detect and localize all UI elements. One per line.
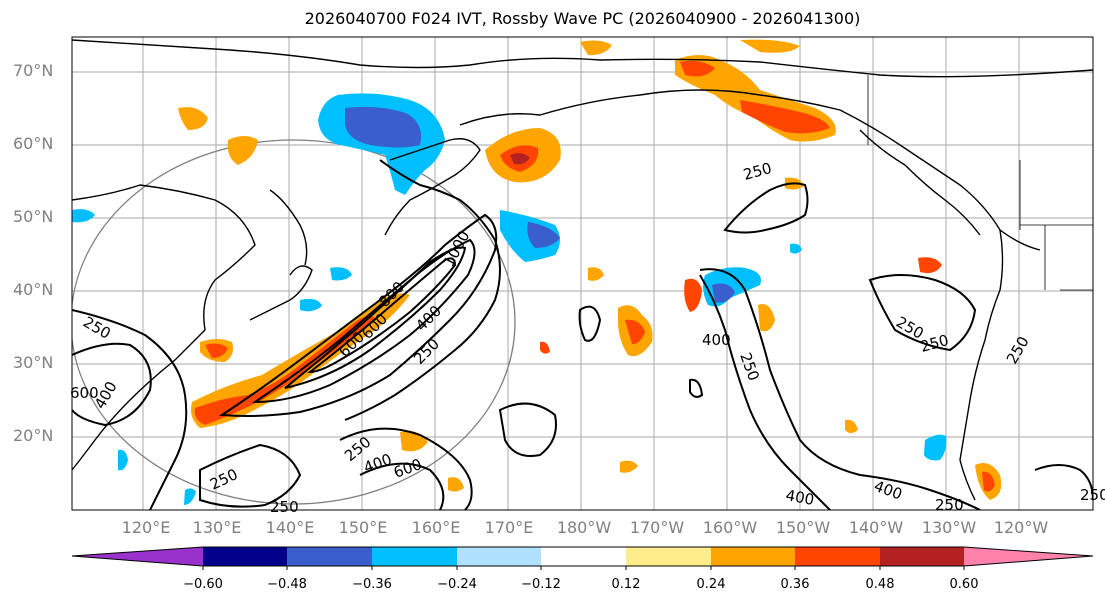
contour-label: 250 — [270, 498, 299, 516]
colorbar-bin — [626, 547, 711, 566]
colorbar-tick-label: 0.60 — [949, 577, 979, 592]
colorbar-tick-label: 0.36 — [780, 577, 810, 592]
contour-label: 250 — [80, 313, 114, 343]
ivt-contours — [72, 159, 1093, 510]
colorbar-bin — [711, 547, 795, 566]
longitude-label: 140°E — [265, 518, 315, 537]
longitude-label: 130°E — [192, 518, 242, 537]
longitude-label: 160°W — [702, 518, 758, 537]
map-title: 2026040700 F024 IVT, Rossby Wave PC (202… — [304, 9, 861, 28]
latitude-label: 60°N — [13, 134, 54, 153]
longitude-label: 150°E — [338, 518, 388, 537]
longitude-label: 140°W — [848, 518, 904, 537]
longitude-label: 120°W — [993, 518, 1049, 537]
colorbar-bin — [880, 547, 964, 566]
colorbar-bin — [203, 547, 287, 566]
contour-label: 250 — [736, 350, 763, 383]
graticule — [72, 37, 1093, 510]
colorbar-tick-label: −0.36 — [352, 577, 392, 592]
contour-label: 250 — [741, 159, 773, 184]
colorbar-bin — [372, 547, 457, 566]
longitude-label: 170°W — [629, 518, 685, 537]
contour-label: 600 — [70, 384, 99, 402]
latitude-label: 50°N — [13, 207, 54, 226]
latitude-label: 30°N — [13, 353, 54, 372]
borders — [867, 75, 1093, 291]
colorbar-tick-label: 0.12 — [611, 577, 641, 592]
colorbar-bin — [541, 547, 626, 566]
latitude-label: 70°N — [13, 61, 54, 80]
longitude-label: 180°W — [556, 518, 612, 537]
colorbar-extend-high — [964, 547, 1093, 566]
latitude-label: 20°N — [13, 426, 54, 445]
longitude-label: 150°W — [775, 518, 831, 537]
contour-label: 400 — [361, 450, 394, 477]
longitude-label: 160°E — [411, 518, 461, 537]
colorbar-bin — [457, 547, 541, 566]
contour-label: 250 — [1003, 333, 1033, 367]
contour-label: 250 — [935, 496, 964, 514]
colorbar-tick-label: 0.48 — [865, 577, 895, 592]
contour-label: 250 — [207, 465, 241, 493]
colorbar-bin — [287, 547, 372, 566]
contour-label: 400 — [784, 486, 815, 509]
contour-label: 600 — [391, 455, 424, 482]
colorbar-extend-low — [72, 547, 203, 566]
colorbar-tick-label: −0.12 — [521, 577, 561, 592]
anomaly-shading — [72, 39, 1002, 505]
contour-label: 400 — [702, 331, 731, 349]
colorbar-tick-label: −0.48 — [267, 577, 307, 592]
colorbar-tick-label: −0.60 — [183, 577, 223, 592]
colorbar — [71, 546, 1094, 570]
longitude-label: 120°E — [121, 518, 171, 537]
latitude-label: 40°N — [13, 280, 54, 299]
colorbar-bin — [795, 547, 880, 566]
longitude-label: 130°W — [921, 518, 977, 537]
longitude-label: 170°E — [484, 518, 534, 537]
contour-label: 250 — [1080, 486, 1105, 504]
contour-label-group: 1000 800 600 400 250 250 250 250 250 250… — [70, 159, 1105, 516]
colorbar-tick-label: −0.24 — [437, 577, 477, 592]
plot-frame — [71, 36, 1094, 511]
coastlines — [72, 39, 1093, 501]
contour-label: 1000 — [440, 228, 474, 270]
region-circle — [72, 139, 516, 505]
colorbar-tick-label: 0.24 — [696, 577, 726, 592]
